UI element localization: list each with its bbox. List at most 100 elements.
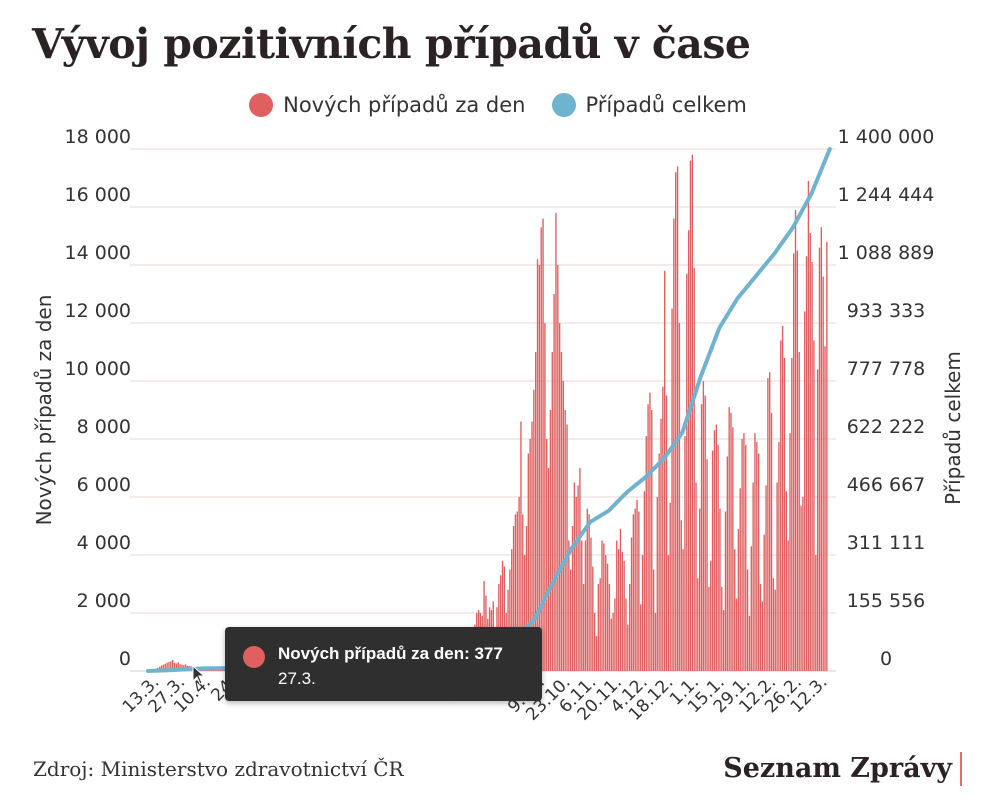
daily-bar xyxy=(748,615,751,671)
daily-bar xyxy=(643,491,646,671)
daily-bar xyxy=(628,584,631,671)
daily-bar xyxy=(595,636,598,671)
daily-bar xyxy=(781,325,784,671)
daily-bar xyxy=(641,555,644,671)
daily-bar xyxy=(695,482,697,671)
daily-bar xyxy=(675,172,677,671)
y-right-tick-label: 1 244 444 xyxy=(838,184,935,206)
daily-bar xyxy=(734,549,736,671)
daily-bar xyxy=(711,450,714,671)
y-right-tick-label: 933 333 xyxy=(847,300,926,322)
daily-bar xyxy=(645,436,647,671)
daily-bar xyxy=(553,294,555,671)
daily-bar xyxy=(818,247,821,671)
daily-bar xyxy=(752,482,754,671)
daily-bar xyxy=(527,453,529,671)
daily-bar xyxy=(735,598,738,671)
daily-bar xyxy=(647,404,649,671)
daily-bar xyxy=(721,586,723,671)
daily-bar xyxy=(534,352,537,671)
daily-bar xyxy=(680,520,682,671)
daily-bar xyxy=(815,555,817,671)
daily-bar xyxy=(750,546,752,671)
daily-bar xyxy=(483,581,485,671)
daily-bar xyxy=(509,569,511,671)
daily-bar xyxy=(651,410,653,671)
daily-bar xyxy=(807,180,810,671)
daily-bar xyxy=(743,433,745,671)
tooltip-label: Nových případů za den: 377 xyxy=(278,644,503,663)
daily-bar xyxy=(166,662,168,671)
y-right-tick-label: 1 088 889 xyxy=(838,242,935,264)
daily-bar xyxy=(601,540,603,671)
daily-bar xyxy=(706,459,708,671)
daily-bar xyxy=(700,404,703,671)
y-left-tick-label: 16 000 xyxy=(65,184,131,206)
daily-bar xyxy=(704,395,706,671)
y-left-tick-label: 14 000 xyxy=(65,242,131,264)
daily-bar xyxy=(724,511,727,671)
daily-bar xyxy=(164,663,166,671)
source-note: Zdroj: Ministerstvo zdravotnictví ČR xyxy=(33,757,404,781)
daily-bar xyxy=(560,352,563,671)
daily-bar xyxy=(632,514,635,671)
daily-bar xyxy=(557,265,559,671)
daily-bar xyxy=(173,662,176,671)
y-right-tick-label: 777 778 xyxy=(847,358,926,380)
daily-bar xyxy=(732,427,734,671)
y-right-tick-label: 155 556 xyxy=(847,590,926,612)
legend-item-daily[interactable]: Nových případů za den xyxy=(249,93,526,117)
daily-bar xyxy=(518,497,520,671)
daily-bar xyxy=(656,497,658,671)
daily-bar xyxy=(564,410,566,671)
daily-bar xyxy=(671,308,673,671)
daily-bar xyxy=(610,618,612,671)
daily-bar xyxy=(499,575,502,671)
y-left-tick-label: 10 000 xyxy=(65,358,131,380)
daily-bar xyxy=(579,468,581,671)
daily-bar xyxy=(547,468,550,671)
daily-bar xyxy=(512,526,515,671)
y-left-tick-label: 8 000 xyxy=(77,416,131,438)
daily-bar xyxy=(816,369,819,671)
daily-bar xyxy=(726,456,729,671)
y-left-tick-label: 6 000 xyxy=(77,474,131,496)
daily-bar xyxy=(177,662,179,671)
daily-bar xyxy=(772,578,775,671)
daily-bar xyxy=(678,323,681,671)
daily-bar xyxy=(767,378,769,671)
tooltip: Nových případů za den: 377 27.3. xyxy=(225,627,542,701)
daily-bar xyxy=(588,514,590,671)
brand-logo[interactable]: Seznam Zprávy xyxy=(723,752,962,786)
daily-bar xyxy=(562,381,565,671)
daily-bar xyxy=(162,664,165,671)
daily-bar xyxy=(824,346,826,671)
daily-bar xyxy=(713,430,716,671)
daily-bar xyxy=(219,669,222,671)
daily-bars xyxy=(148,154,828,672)
daily-bar xyxy=(179,664,181,671)
daily-bar xyxy=(511,549,513,671)
daily-bar xyxy=(741,439,743,671)
daily-bar xyxy=(800,505,802,671)
tooltip-date: 27.3. xyxy=(278,669,316,688)
daily-bar xyxy=(654,613,657,671)
daily-bar xyxy=(686,273,688,671)
legend-label-daily: Nových případů za den xyxy=(283,93,526,117)
daily-bar xyxy=(811,262,813,671)
daily-bar xyxy=(582,584,585,671)
daily-bar xyxy=(605,555,607,671)
y-right-tick-label: 0 xyxy=(880,648,892,670)
daily-bar xyxy=(756,441,758,671)
daily-bar xyxy=(171,660,174,671)
daily-bar xyxy=(719,508,721,671)
daily-bar xyxy=(739,488,741,671)
daily-bar xyxy=(699,508,701,671)
legend-item-total[interactable]: Případů celkem xyxy=(551,93,747,117)
daily-bar xyxy=(619,528,622,671)
daily-bar xyxy=(529,439,531,671)
daily-bar xyxy=(531,421,533,671)
daily-bar xyxy=(802,497,804,671)
chart-legend: Nových případů za den Případů celkem xyxy=(0,93,996,117)
